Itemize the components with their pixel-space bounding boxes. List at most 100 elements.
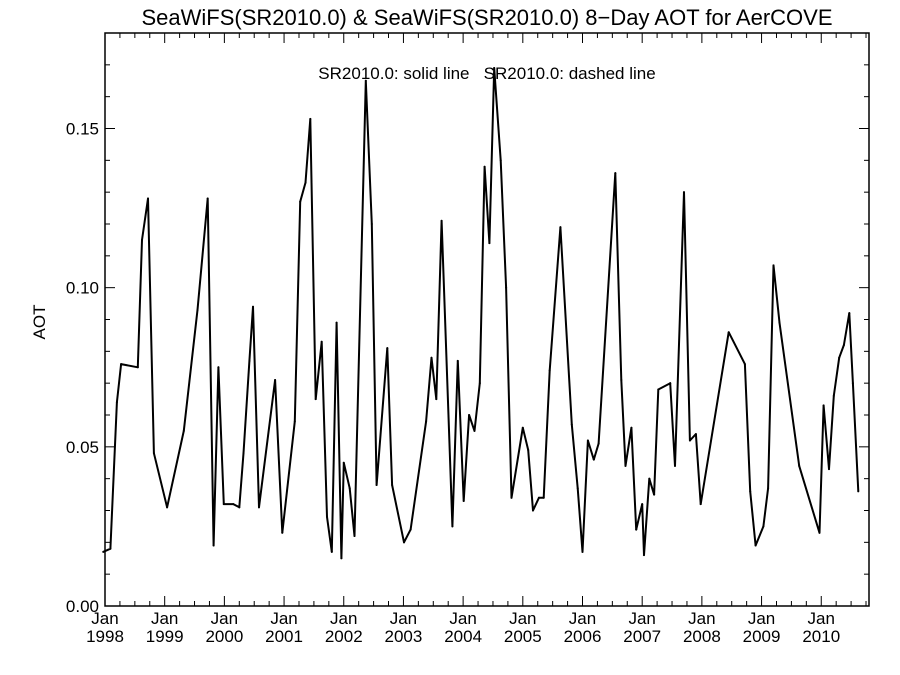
data-point [669, 382, 672, 385]
x-tick-month: Jan [748, 609, 775, 628]
data-point [576, 487, 579, 490]
x-tick-month: Jan [91, 609, 118, 628]
x-tick-year: 2004 [444, 627, 482, 646]
data-point [542, 496, 545, 499]
data-point [468, 414, 471, 416]
data-point [425, 420, 428, 423]
data-point [370, 223, 373, 225]
data-point [451, 525, 454, 528]
data-point [548, 369, 551, 372]
data-point [828, 468, 831, 471]
series-line [102, 67, 860, 560]
x-tick-month: Jan [211, 609, 238, 628]
axis-ticks: 0.000.050.100.15Jan1998Jan1999Jan2000Jan… [66, 33, 869, 646]
data-point [314, 398, 317, 401]
data-point [630, 426, 633, 429]
data-point [857, 490, 860, 493]
x-tick-year: 2000 [205, 627, 243, 646]
data-point [478, 382, 481, 385]
data-point [281, 531, 284, 534]
x-tick-year: 2001 [265, 627, 303, 646]
x-tick-year: 2007 [623, 627, 661, 646]
data-point [238, 506, 241, 509]
data-point [749, 490, 752, 493]
x-tick-month: Jan [330, 609, 357, 628]
x-tick-year: 1998 [86, 627, 124, 646]
data-point [340, 557, 343, 560]
data-point [510, 496, 513, 499]
data-point [483, 165, 486, 168]
data-point [527, 449, 530, 452]
data-point [326, 515, 329, 518]
data-point [772, 264, 775, 267]
data-point [353, 534, 356, 537]
chart-annotation: SR2010.0: solid line SR2010.0: dashed li… [318, 64, 655, 83]
x-tick-year: 2005 [504, 627, 542, 646]
data-point [499, 159, 502, 162]
data-point [375, 484, 378, 487]
x-tick-month: Jan [509, 609, 536, 628]
x-tick-year: 2006 [564, 627, 602, 646]
data-point [136, 366, 139, 369]
data-point [727, 331, 730, 334]
data-point [320, 340, 323, 343]
data-point [559, 226, 562, 229]
plot-frame [104, 32, 870, 607]
data-point [624, 464, 627, 467]
data-point [242, 452, 245, 455]
data-point [391, 484, 394, 487]
data-point [699, 503, 702, 506]
data-point [851, 382, 854, 385]
data-point [364, 79, 367, 82]
data-point [257, 506, 260, 509]
data-point [196, 308, 199, 311]
x-tick-year: 2002 [325, 627, 363, 646]
data-point [141, 238, 144, 241]
data-point [648, 477, 651, 480]
data-point [120, 363, 123, 366]
data-point [252, 305, 255, 308]
data-point [798, 464, 801, 467]
data-point [818, 531, 821, 534]
data-point [767, 487, 770, 490]
data-point [212, 544, 215, 547]
data-point [232, 503, 235, 506]
x-tick-year: 1999 [146, 627, 184, 646]
data-point [462, 499, 465, 502]
x-tick-year: 2010 [802, 627, 840, 646]
x-tick-month: Jan [688, 609, 715, 628]
x-tick-month: Jan [569, 609, 596, 628]
data-point [586, 439, 589, 442]
data-point [293, 420, 296, 423]
data-point [248, 359, 251, 362]
y-axis-label: AOT [30, 305, 49, 340]
data-point [274, 378, 277, 381]
data-point [304, 181, 307, 184]
data-point [456, 359, 459, 362]
y-tick-label: 0.15 [66, 120, 99, 139]
data-point [493, 67, 496, 70]
data-point [435, 398, 438, 401]
data-point [694, 433, 697, 436]
x-tick-month: Jan [449, 609, 476, 628]
data-point [488, 242, 491, 245]
data-point [335, 321, 338, 324]
x-tick-month: Jan [270, 609, 297, 628]
data-point [102, 550, 105, 553]
data-series [102, 67, 860, 560]
data-point [217, 366, 220, 369]
data-point [521, 426, 524, 429]
data-point [838, 356, 841, 359]
data-point [348, 487, 351, 490]
chart-title: SeaWiFS(SR2010.0) & SeaWiFS(SR2010.0) 8−… [141, 5, 832, 30]
data-point [641, 503, 644, 506]
data-point [620, 378, 623, 381]
data-point [440, 219, 443, 222]
data-point [657, 388, 660, 391]
x-tick-month: Jan [151, 609, 178, 628]
data-point [409, 528, 412, 531]
x-tick-year: 2009 [743, 627, 781, 646]
data-point [635, 528, 638, 531]
data-point [531, 509, 534, 512]
